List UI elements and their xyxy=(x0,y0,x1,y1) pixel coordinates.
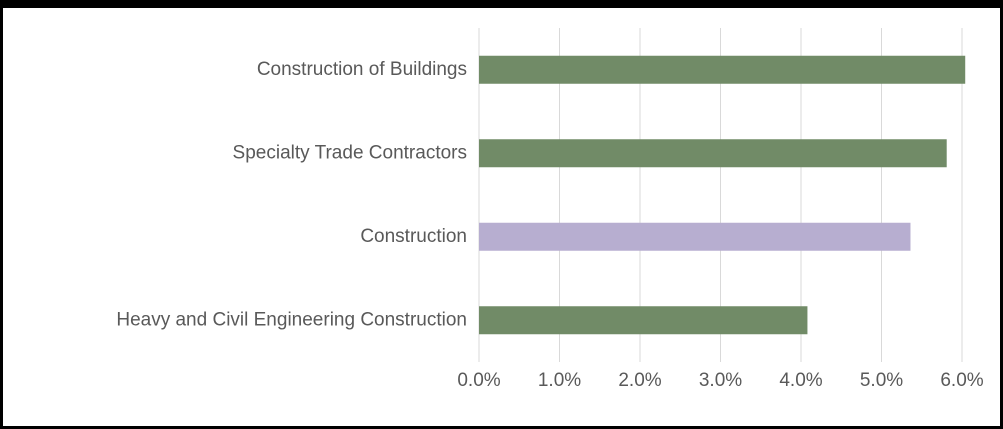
top-border xyxy=(0,0,1003,8)
bar xyxy=(479,139,947,168)
y-tick-label: Construction of Buildings xyxy=(257,59,467,80)
x-tick-label: 1.0% xyxy=(538,370,581,391)
bar xyxy=(479,306,808,335)
x-tick-label: 2.0% xyxy=(618,370,661,391)
x-tick-label: 4.0% xyxy=(779,370,822,391)
y-tick-label: Heavy and Civil Engineering Construction xyxy=(116,309,467,330)
x-tick-label: 3.0% xyxy=(699,370,742,391)
bar xyxy=(479,55,966,84)
x-tick-label: 5.0% xyxy=(860,370,903,391)
bar xyxy=(479,222,911,251)
x-tick-label: 6.0% xyxy=(940,370,983,391)
y-tick-label: Specialty Trade Contractors xyxy=(233,142,467,163)
y-tick-label: Construction xyxy=(360,226,467,247)
x-tick-label: 0.0% xyxy=(457,370,500,391)
